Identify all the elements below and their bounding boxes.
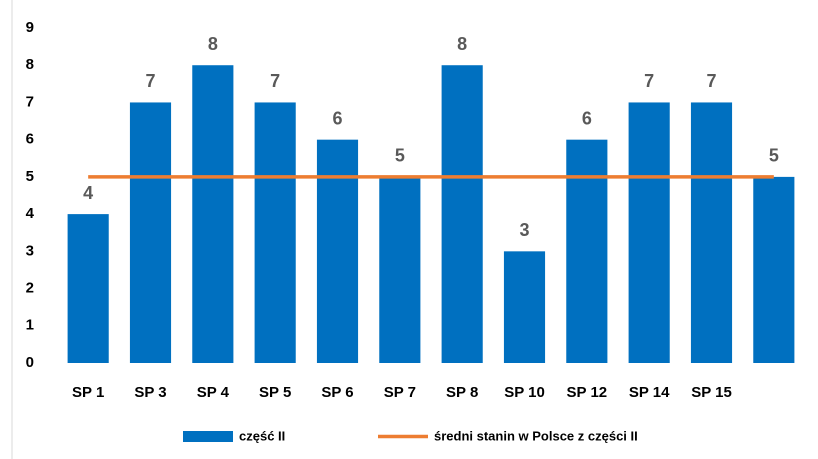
bar [441,65,483,363]
bar [254,102,296,363]
data-label: 8 [457,34,467,54]
x-tick-label: SP 6 [321,384,353,401]
data-label: 7 [145,71,155,91]
data-label: 4 [83,183,93,203]
data-label: 7 [644,71,654,91]
bar [316,139,359,363]
x-tick-label: SP 15 [691,384,732,401]
bar [690,102,733,363]
bar [67,214,109,363]
data-label: 5 [769,146,779,166]
bar [379,176,421,363]
y-tick-label: 8 [26,56,34,73]
legend-label: część II [239,428,285,443]
x-tick-label: SP 7 [384,384,416,401]
data-label: 7 [270,71,280,91]
legend-swatch [183,431,233,442]
bar [192,65,234,363]
y-tick-label: 3 [26,242,34,259]
data-label: 7 [706,71,716,91]
y-tick-label: 6 [26,131,34,148]
y-tick-label: 4 [26,205,35,222]
bar [503,251,546,363]
legend-label: średni stanin w Polsce z części II [434,428,638,443]
x-tick-label: SP 3 [134,384,166,401]
y-tick-label: 9 [26,19,34,36]
bar [753,176,795,363]
x-tick-label: SP 14 [629,384,670,401]
bar [628,102,670,363]
data-label: 3 [519,220,529,240]
x-tick-label: SP 10 [504,384,545,401]
y-tick-label: 1 [26,317,34,334]
x-tick-label: SP 1 [72,384,104,401]
x-tick-label: SP 4 [197,384,230,401]
bar [566,139,608,363]
x-tick-label: SP 12 [567,384,608,401]
y-tick-label: 7 [26,93,34,110]
data-label: 6 [332,108,342,128]
bar [129,102,172,363]
y-tick-label: 2 [26,280,34,297]
x-tick-label: SP 5 [259,384,291,401]
x-tick-label: SP 8 [446,384,478,401]
data-label: 6 [582,108,592,128]
y-tick-label: 0 [26,354,34,371]
y-tick-label: 5 [26,168,34,185]
data-label: 5 [395,146,405,166]
data-label: 8 [208,34,218,54]
